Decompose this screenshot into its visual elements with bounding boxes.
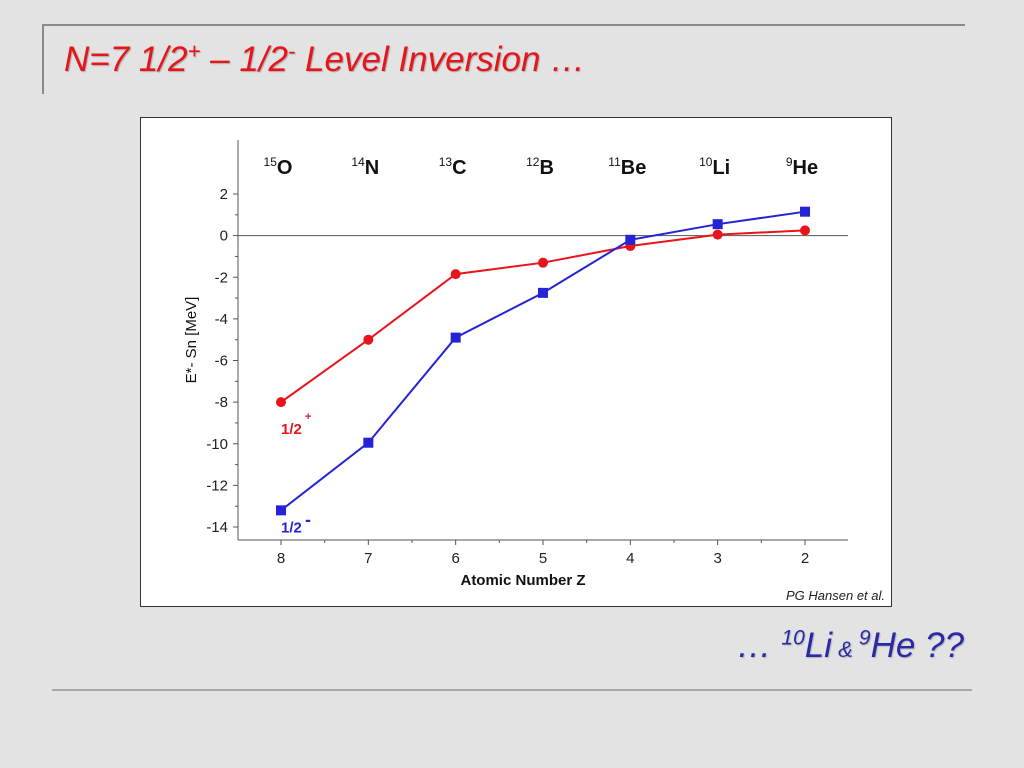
nucleus-label: 11Be: [608, 155, 646, 179]
nucleus-label: 12B: [526, 155, 554, 179]
y-tick-label: -8: [215, 394, 228, 411]
x-tick-label: 7: [364, 550, 372, 567]
question-sup-2: 9: [858, 626, 871, 650]
data-point: [363, 437, 374, 448]
x-tick-label: 3: [713, 550, 721, 567]
nucleus-label: 9He: [786, 155, 818, 179]
y-tick-label: -12: [206, 477, 228, 494]
question-element-1: Li: [804, 626, 832, 665]
x-tick-label: 2: [801, 550, 809, 567]
x-tick-label: 6: [451, 550, 459, 567]
question-element-2: He ??: [870, 626, 964, 665]
nucleus-label: 10Li: [699, 155, 730, 179]
title-sup-plus: +: [187, 38, 201, 64]
y-tick-label: -6: [215, 353, 228, 370]
data-point: [450, 332, 461, 343]
x-tick-label: 5: [539, 550, 547, 567]
x-tick-label: 4: [626, 550, 634, 567]
data-point: [800, 206, 810, 217]
series-label-sup-1: -: [305, 509, 311, 529]
data-point: [625, 234, 636, 245]
series-line-0: [280, 229, 806, 403]
title-mid: – 1/2: [200, 40, 288, 79]
title-sup-minus: -: [288, 38, 296, 64]
series-line-1: [280, 210, 806, 512]
nucleus-label: 13C: [439, 155, 467, 179]
data-point: [276, 505, 286, 516]
chart-panel: 2 0 -2 -4 -6 -8 -10 -12 -14 8 15O 7 14N 6 13C 5 12B 4 11Be…: [140, 117, 892, 607]
x-axis-label: Atomic Number Z: [460, 572, 585, 589]
series-label-1: 1/2: [281, 519, 302, 536]
x-tick-label: 8: [277, 550, 285, 567]
y-axis-label: E*- Sn [MeV]: [183, 297, 200, 384]
question-amp: &: [832, 637, 859, 662]
y-tick-label: -14: [206, 519, 228, 536]
question-sup-1: 10: [781, 626, 805, 650]
data-point: [712, 219, 723, 230]
data-point: [712, 229, 723, 240]
title-main: N=7 1/2: [64, 40, 188, 79]
slide-title: N=7 1/2+ – 1/2- Level Inversion …: [64, 40, 585, 80]
y-tick-label: 0: [220, 228, 228, 245]
bottom-rule: [52, 689, 972, 691]
data-point: [538, 287, 548, 298]
data-point: [276, 397, 286, 408]
data-point: [450, 269, 461, 280]
question-lead: …: [736, 626, 782, 665]
data-point: [800, 225, 810, 236]
y-tick-label: -10: [206, 436, 228, 453]
nucleus-label: 15O: [264, 155, 293, 179]
series-label-0: 1/2: [281, 421, 302, 438]
credit-text: PG Hansen et al.: [786, 588, 885, 603]
data-point: [363, 334, 374, 345]
question-text: … 10Li & 9He ??: [737, 626, 964, 666]
series-label-sup-0: +: [305, 411, 311, 423]
top-rule: [42, 24, 965, 26]
level-inversion-chart: 20-2-4-6-8-10-12-14815O714N613C512B411Be…: [183, 140, 848, 589]
nucleus-label: 14N: [351, 155, 379, 179]
title-end: Level Inversion …: [295, 40, 586, 79]
y-tick-label: -2: [215, 269, 228, 286]
y-tick-label: 2: [220, 186, 228, 203]
left-rule: [42, 24, 44, 94]
data-point: [538, 257, 548, 268]
y-tick-label: -4: [215, 311, 228, 328]
